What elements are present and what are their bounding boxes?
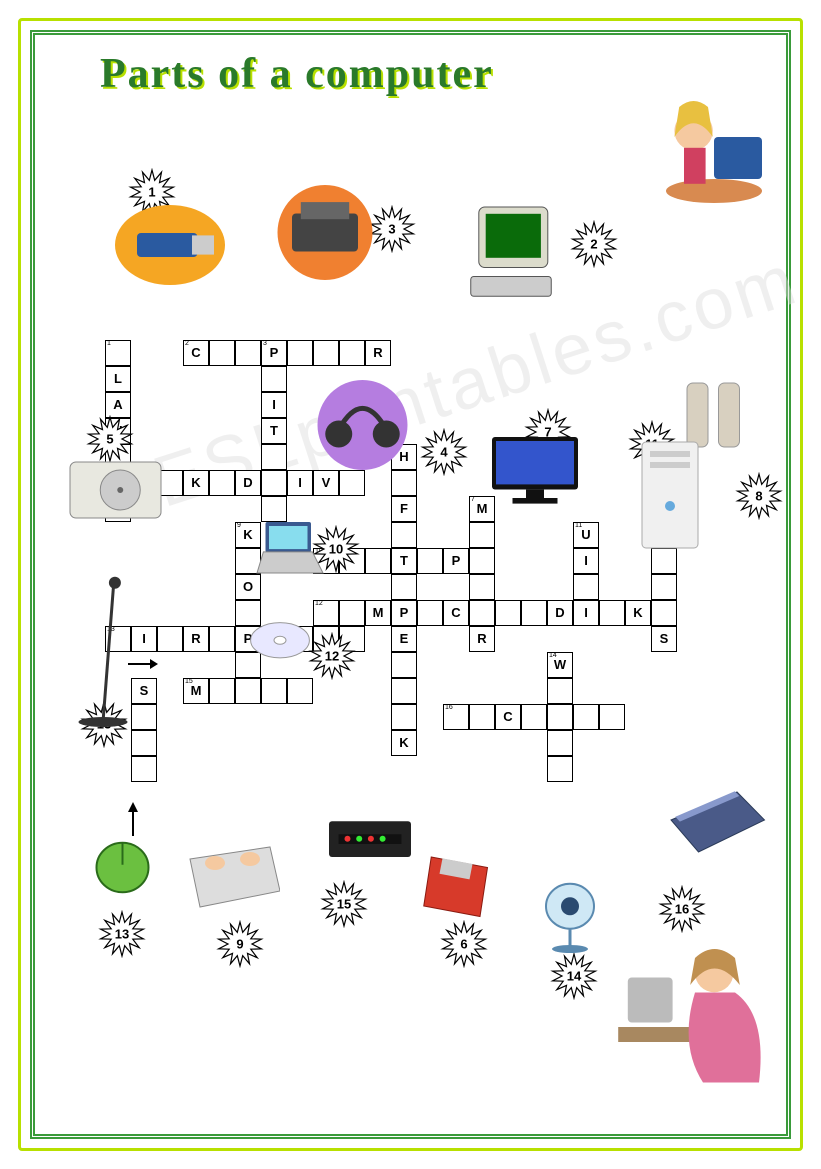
laptop-icon xyxy=(255,520,325,575)
keyboard-icon xyxy=(180,835,280,915)
mic-icon xyxy=(75,570,145,730)
mouse-icon xyxy=(90,840,155,895)
girl-computer-icon xyxy=(660,95,780,215)
number-burst: 16 xyxy=(658,885,706,933)
desktop-icon xyxy=(465,205,580,315)
monitor-icon xyxy=(490,435,580,505)
number-burst: 4 xyxy=(420,428,468,476)
number-burst: 15 xyxy=(320,880,368,928)
number-burst: 13 xyxy=(98,910,146,958)
worksheet-content: Parts of a computer ESLprintables.com 1C… xyxy=(40,40,781,1129)
arrow-icon xyxy=(128,656,158,677)
number-burst: 14 xyxy=(550,952,598,1000)
lady-computer-icon xyxy=(615,940,775,1090)
headphones-icon xyxy=(315,380,410,470)
number-burst: 8 xyxy=(735,472,783,520)
arrow-icon xyxy=(125,802,141,841)
usb-stick-icon xyxy=(115,205,225,285)
printer-icon xyxy=(270,185,380,280)
icon-layer: 1325471181012131513961416 xyxy=(40,40,781,1129)
cd-icon xyxy=(245,610,315,665)
number-burst: 9 xyxy=(216,920,264,968)
number-burst: 6 xyxy=(440,920,488,968)
modem-icon xyxy=(325,805,415,870)
hard-drive-icon xyxy=(68,450,163,530)
floppy-icon xyxy=(420,850,495,920)
scanner-icon xyxy=(660,780,770,860)
webcam-icon xyxy=(540,880,600,955)
number-burst: 12 xyxy=(308,632,356,680)
tower-icon xyxy=(630,440,710,550)
